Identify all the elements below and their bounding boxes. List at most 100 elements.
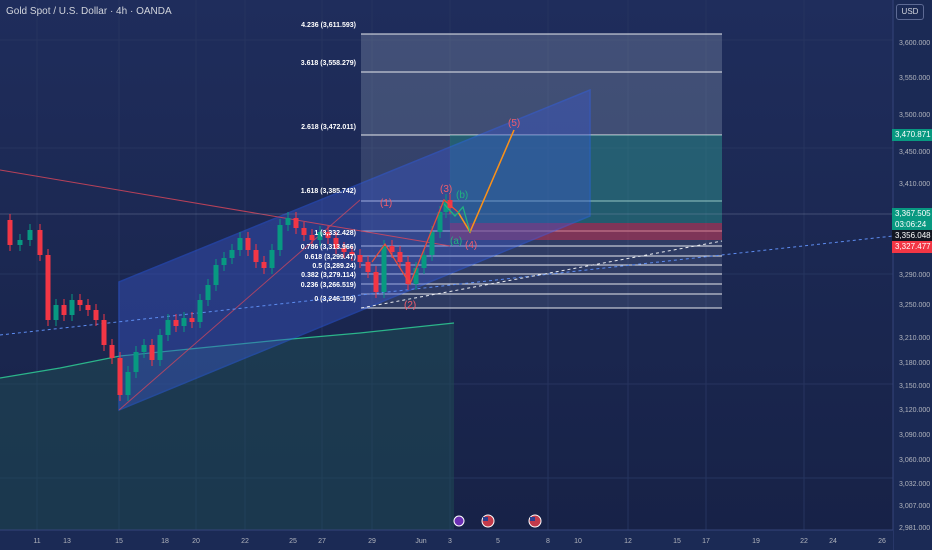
exchange-label: OANDA — [136, 6, 172, 17]
bar-countdown-label: 03:06:24 — [892, 219, 932, 230]
descending-trendline[interactable] — [0, 169, 451, 247]
candle-body — [349, 252, 355, 255]
entry-price-label: 3,356.048 — [892, 230, 932, 242]
candle-body — [389, 246, 395, 252]
target-price-label: 3,470.871 — [892, 129, 932, 141]
candle-body — [261, 262, 267, 268]
candle-body — [133, 352, 139, 372]
time-tick-label: 12 — [624, 538, 632, 545]
fib-label: 0.382 (3,279.114) — [301, 272, 356, 279]
fib-zone-upper — [361, 34, 722, 135]
event-markers[interactable] — [453, 514, 542, 528]
price-tick-label: 3,600.000 — [899, 40, 930, 47]
candle-body — [69, 300, 75, 315]
time-tick-label: 26 — [878, 538, 886, 545]
candle-body — [149, 345, 155, 360]
time-tick-label: Jun — [415, 538, 426, 545]
price-tick-label: 3,210.000 — [899, 335, 930, 342]
candle-body — [429, 232, 435, 255]
candle-body — [357, 255, 363, 262]
candle-body — [269, 250, 275, 268]
candle-body — [189, 318, 195, 322]
candle-body — [229, 250, 235, 258]
wave-path-green — [443, 203, 471, 233]
candle-body — [205, 285, 211, 300]
candle-body — [253, 250, 259, 262]
candle-body — [309, 235, 315, 240]
wave-label-5: (5) — [508, 118, 520, 129]
price-tick-label: 3,150.000 — [899, 383, 930, 390]
time-tick-label: 8 — [546, 538, 550, 545]
time-tick-label: 19 — [752, 538, 760, 545]
candle-body — [341, 248, 347, 252]
candle-body — [221, 258, 227, 265]
fib-label: 0.5 (3,289.24) — [312, 263, 356, 270]
price-tick-label: 3,250.000 — [899, 302, 930, 309]
wave-label-2: (2) — [404, 300, 416, 311]
candlestick-series — [7, 194, 453, 401]
fib-label: 1 (3,332.428) — [314, 230, 356, 237]
candle-body — [421, 255, 427, 268]
candle-body — [365, 262, 371, 272]
symbol-title[interactable]: Gold Spot / U.S. Dollar · 4h · OANDA — [6, 6, 172, 17]
time-tick-label: 18 — [161, 538, 169, 545]
fib-label: 0.618 (3,299.47) — [305, 254, 356, 261]
time-tick-label: 13 — [63, 538, 71, 545]
candle-body — [77, 300, 83, 305]
time-axis[interactable] — [0, 530, 893, 550]
price-axis[interactable] — [893, 0, 932, 550]
candle-body — [165, 320, 171, 335]
candle-body — [53, 305, 59, 320]
interval-label: 4h — [116, 6, 128, 17]
candle-body — [45, 255, 51, 320]
time-tick-label: 25 — [289, 538, 297, 545]
ma-fill-area — [0, 323, 454, 530]
dashed-trendline-white[interactable] — [360, 240, 723, 309]
candle-body — [93, 310, 99, 320]
candle-body — [85, 305, 91, 310]
fib-label: 0 (3,246.159) — [314, 296, 356, 303]
time-tick-label: 17 — [702, 538, 710, 545]
wave-label-3: (3) — [440, 184, 452, 195]
candle-body — [7, 220, 13, 245]
time-tick-label: 29 — [368, 538, 376, 545]
candle-body — [61, 305, 67, 315]
fib-label: 1.618 (3,385.742) — [301, 188, 356, 195]
event-icon — [453, 515, 465, 527]
position-stop-zone — [450, 223, 722, 240]
price-tick-label: 2,981.000 — [899, 525, 930, 532]
time-tick-label: 15 — [115, 538, 123, 545]
price-tick-label: 3,007.000 — [899, 503, 930, 510]
price-tick-label: 3,500.000 — [899, 112, 930, 119]
candle-body — [413, 268, 419, 284]
candle-body — [397, 252, 403, 262]
price-tick-label: 3,180.000 — [899, 360, 930, 367]
fib-label: 0.786 (3,313.966) — [301, 244, 356, 251]
candle-body — [27, 230, 33, 240]
fibonacci-tool[interactable] — [361, 33, 722, 309]
candle-body — [325, 232, 331, 238]
candle-body — [213, 265, 219, 285]
price-tick-label: 3,450.000 — [899, 149, 930, 156]
fib-level-lines — [361, 33, 722, 309]
wave-label-b: (b) — [456, 190, 468, 201]
symbol-name: Gold Spot / U.S. Dollar — [6, 6, 108, 17]
candle-body — [285, 218, 291, 225]
candle-body — [237, 238, 243, 250]
candle-body — [405, 262, 411, 284]
fib-label: 3.618 (3,558.279) — [301, 60, 356, 67]
fib-zone-mid — [361, 135, 722, 201]
candle-body — [117, 358, 123, 395]
price-tick-label: 3,060.000 — [899, 457, 930, 464]
time-tick-label: 24 — [829, 538, 837, 545]
candle-body — [173, 320, 179, 326]
position-target-zone — [450, 135, 722, 223]
candle-body — [373, 272, 379, 292]
candle-body — [181, 318, 187, 326]
last-price-label: 3,367.505 — [892, 208, 932, 220]
candle-body — [245, 238, 251, 250]
currency-button[interactable]: USD — [896, 4, 924, 20]
time-tick-label: 22 — [241, 538, 249, 545]
candle-body — [277, 225, 283, 250]
